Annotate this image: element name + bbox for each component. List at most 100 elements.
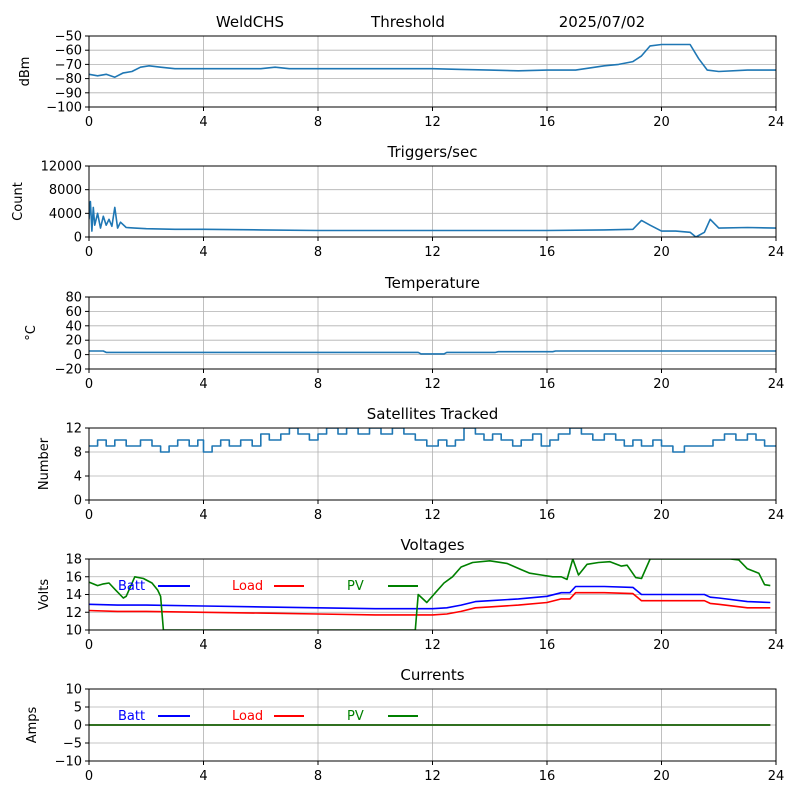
series-group xyxy=(89,559,771,630)
header-mode: Threshold xyxy=(370,13,445,31)
x-tick-label: 16 xyxy=(539,638,556,653)
y-tick-label: 10 xyxy=(65,683,82,698)
y-tick-label: 4 xyxy=(74,470,82,485)
y-axis-label: Amps xyxy=(25,706,40,743)
panel-6: 0 4 8 12 16 20 24 −10 −5 0 5 10 Currents Amps Batt Load… xyxy=(25,666,784,784)
x-tick-label: 24 xyxy=(768,638,785,653)
y-tick-label: 12000 xyxy=(41,160,82,175)
y-tick-label: −20 xyxy=(55,363,82,378)
panel-title: Satellites Tracked xyxy=(367,405,498,423)
x-tick-label: 16 xyxy=(539,245,556,260)
legend-label-batt: Batt xyxy=(118,709,145,724)
x-tick-label: 8 xyxy=(314,638,322,653)
series-line-1 xyxy=(89,43,776,78)
y-axis-label: Number xyxy=(37,437,52,490)
x-tick-label: 24 xyxy=(768,508,785,523)
x-tick-label: 12 xyxy=(424,115,441,130)
y-tick-label: −80 xyxy=(55,72,82,87)
y-tick-label: 0 xyxy=(74,231,82,246)
x-tick-label: 12 xyxy=(424,638,441,653)
legend-label-pv: PV xyxy=(347,709,364,724)
y-tick-label: 5 xyxy=(74,701,82,716)
panel-title: Voltages xyxy=(400,536,464,554)
panel-title: Triggers/sec xyxy=(387,143,478,161)
x-tick-label: 4 xyxy=(199,377,207,392)
series-line-4 xyxy=(89,428,776,453)
series-group xyxy=(89,350,776,355)
panel-5: 0 4 8 12 16 20 24 10 12 14 16 18 Voltages Volts Batt Lo… xyxy=(37,536,784,653)
series-group xyxy=(89,428,776,453)
y-axis-label: °C xyxy=(24,325,39,341)
x-tick-label: 4 xyxy=(199,638,207,653)
header-station: WeldCHS xyxy=(216,13,284,31)
y-axis-label: dBm xyxy=(18,57,33,87)
x-tick-label: 20 xyxy=(653,769,670,784)
y-tick-label: −5 xyxy=(63,737,82,752)
y-tick-label: 18 xyxy=(65,553,82,568)
y-axis-label: Volts xyxy=(37,579,52,611)
x-tick-label: 12 xyxy=(424,508,441,523)
y-tick-label: 0 xyxy=(74,348,82,363)
x-tick-label: 0 xyxy=(85,508,93,523)
x-tick-label: 0 xyxy=(85,769,93,784)
y-tick-label: −100 xyxy=(46,101,82,116)
legend-label-batt: Batt xyxy=(118,579,145,594)
x-tick-label: 20 xyxy=(653,508,670,523)
x-tick-label: 16 xyxy=(539,769,556,784)
x-tick-label: 8 xyxy=(314,245,322,260)
y-tick-label: 8000 xyxy=(49,183,82,198)
y-tick-label: 4000 xyxy=(49,207,82,222)
legend-label-pv: PV xyxy=(347,579,364,594)
y-axis-label: Count xyxy=(11,182,26,221)
x-tick-label: 0 xyxy=(85,377,93,392)
y-tick-label: 20 xyxy=(65,334,82,349)
x-tick-label: 8 xyxy=(314,115,322,130)
y-tick-label: 80 xyxy=(65,291,82,306)
y-tick-label: 16 xyxy=(65,570,82,585)
x-tick-label: 12 xyxy=(424,245,441,260)
series-line-load xyxy=(89,591,771,616)
series-line-2 xyxy=(89,200,776,237)
x-tick-label: 4 xyxy=(199,115,207,130)
x-tick-label: 24 xyxy=(768,115,785,130)
x-tick-label: 20 xyxy=(653,245,670,260)
x-tick-label: 0 xyxy=(85,245,93,260)
x-tick-label: 12 xyxy=(424,769,441,784)
series-group xyxy=(89,200,776,237)
y-tick-label: 40 xyxy=(65,319,82,334)
x-tick-label: 4 xyxy=(199,245,207,260)
legend-label-load: Load xyxy=(232,709,263,724)
x-tick-label: 20 xyxy=(653,638,670,653)
y-tick-label: 60 xyxy=(65,305,82,320)
x-tick-label: 20 xyxy=(653,377,670,392)
panel-title: Temperature xyxy=(384,274,480,292)
x-tick-label: 8 xyxy=(314,508,322,523)
x-tick-label: 12 xyxy=(424,377,441,392)
header-date: 2025/07/02 xyxy=(559,13,645,31)
panel-4: 0 4 8 12 16 20 24 0 4 8 12 Satellites Tracked Number xyxy=(37,405,784,523)
y-tick-label: 10 xyxy=(65,624,82,639)
series-line-batt xyxy=(89,585,771,610)
y-tick-label: −50 xyxy=(55,30,82,45)
series-group xyxy=(89,43,776,78)
legend-label-load: Load xyxy=(232,579,263,594)
series-line-3 xyxy=(89,350,776,355)
y-tick-label: 8 xyxy=(74,446,82,461)
y-tick-label: 12 xyxy=(65,422,82,437)
x-tick-label: 4 xyxy=(199,769,207,784)
y-tick-label: 0 xyxy=(74,494,82,509)
x-tick-label: 20 xyxy=(653,115,670,130)
y-tick-label: −60 xyxy=(55,44,82,59)
x-tick-label: 16 xyxy=(539,115,556,130)
y-tick-label: 14 xyxy=(65,588,82,603)
x-tick-label: 24 xyxy=(768,769,785,784)
x-tick-label: 24 xyxy=(768,245,785,260)
panel-1: 0 4 8 12 16 20 24 −100−90−80−70−60−50 dBm xyxy=(18,30,784,131)
x-tick-label: 16 xyxy=(539,508,556,523)
x-tick-label: 4 xyxy=(199,508,207,523)
panel-title: Currents xyxy=(400,666,464,684)
series-line-pv xyxy=(89,559,771,630)
